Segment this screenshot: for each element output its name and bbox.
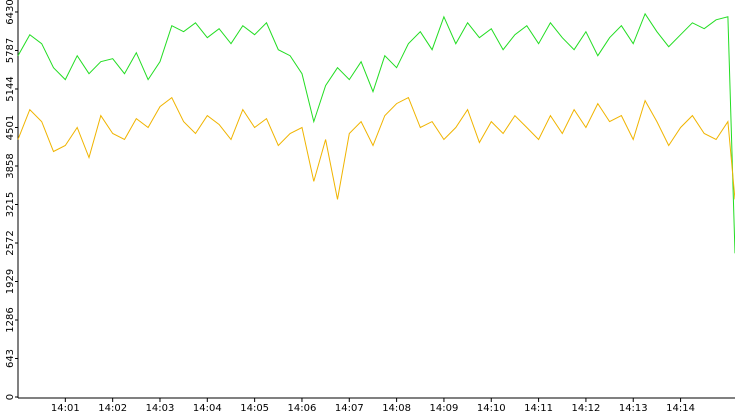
x-tick-label: 14:04 xyxy=(193,403,222,414)
y-tick-label: 3858 xyxy=(5,153,16,178)
y-tick-label: 1929 xyxy=(5,269,16,294)
x-tick-label: 14:02 xyxy=(98,403,127,414)
x-tick-label: 14:06 xyxy=(288,403,317,414)
y-tick-label: 3215 xyxy=(5,192,16,217)
x-tick-label: 14:08 xyxy=(382,403,411,414)
y-tick-label: 6430 xyxy=(5,0,16,25)
x-tick-label: 14:11 xyxy=(524,403,553,414)
x-tick-label: 14:01 xyxy=(51,403,80,414)
y-tick-label: 643 xyxy=(5,349,16,368)
y-tick-label: 2572 xyxy=(5,230,16,255)
y-tick-label: 4501 xyxy=(5,115,16,140)
y-tick-label: 5144 xyxy=(5,76,16,101)
x-tick-label: 14:13 xyxy=(619,403,648,414)
x-tick-label: 14:03 xyxy=(146,403,175,414)
x-tick-label: 14:07 xyxy=(335,403,364,414)
x-tick-label: 14:05 xyxy=(240,403,269,414)
y-tick-label: 5787 xyxy=(5,38,16,63)
line-series xyxy=(17,12,735,254)
x-tick-label: 14:09 xyxy=(430,403,459,414)
x-tick-label: 14:10 xyxy=(477,403,506,414)
y-tick-label: 1286 xyxy=(5,307,16,332)
y-tick-label: 0 xyxy=(5,394,16,400)
x-tick-label: 14:14 xyxy=(666,403,695,414)
line-series xyxy=(17,96,735,200)
x-tick-label: 14:12 xyxy=(572,403,601,414)
